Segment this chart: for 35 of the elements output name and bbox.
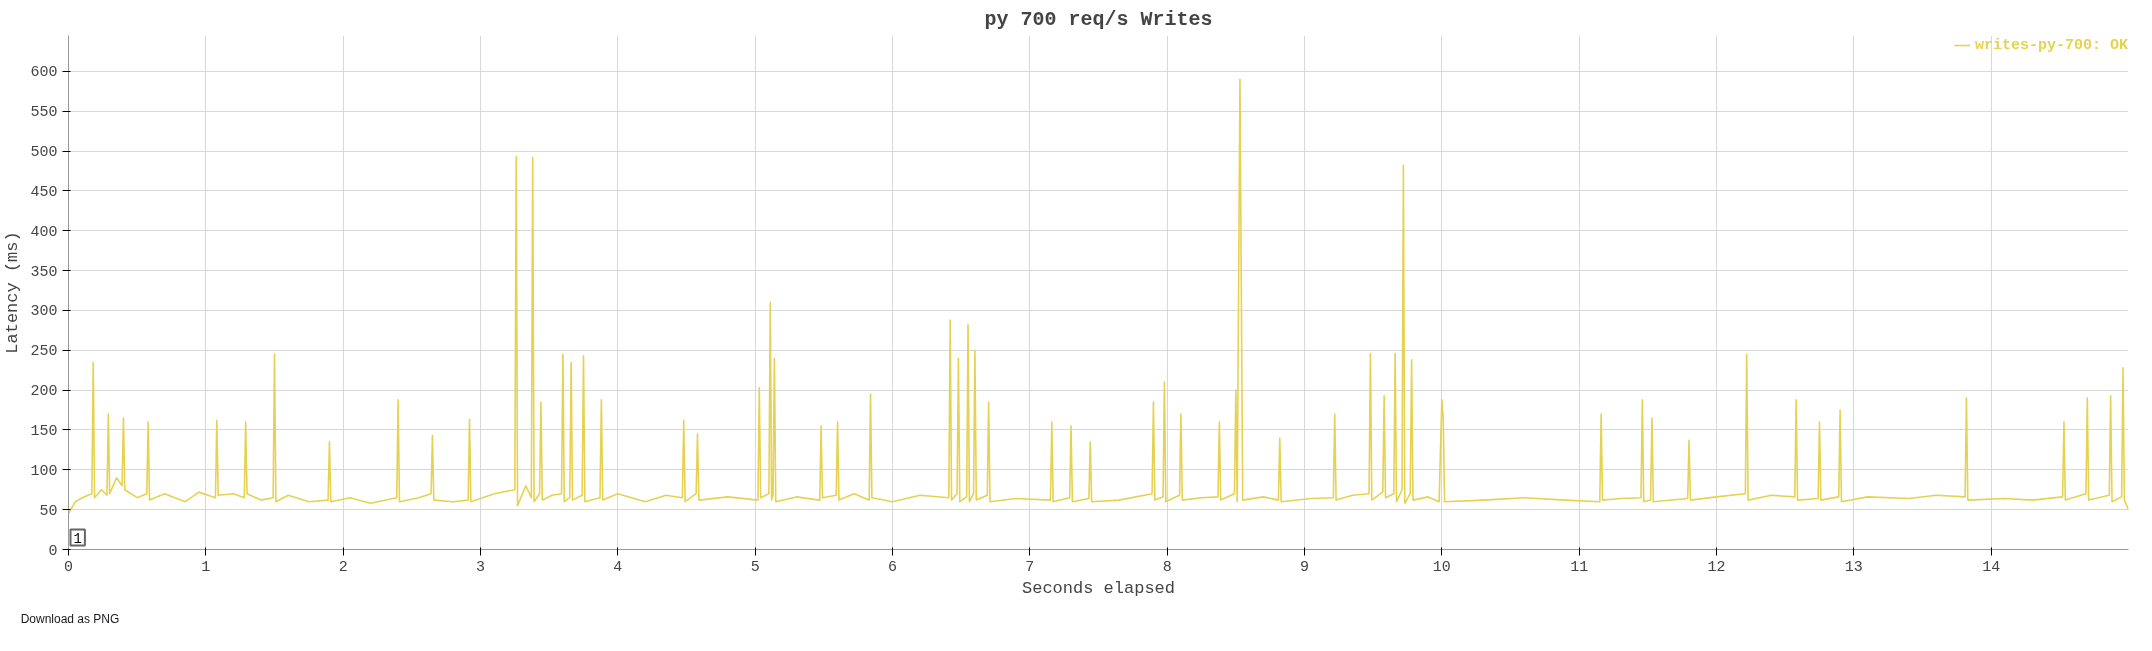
x-tick-label: 10	[1432, 558, 1451, 576]
chart-title: py 700 req/s Writes	[984, 7, 1213, 31]
x-tick-label: 9	[1300, 558, 1310, 576]
x-tick-label: 7	[1025, 558, 1035, 576]
x-tick-label: 5	[750, 558, 760, 576]
y-tick-label: 550	[30, 104, 58, 122]
y-tick-label: 200	[30, 383, 58, 401]
x-tick-label: 14	[1982, 558, 2001, 576]
y-tick-label: 150	[30, 422, 58, 440]
y-tick-label: 300	[30, 303, 58, 321]
x-tick-label: 11	[1570, 558, 1589, 576]
x-tick-label: 3	[476, 558, 486, 576]
x-axis-title: Seconds elapsed	[1021, 578, 1176, 598]
y-tick-label: 400	[30, 223, 58, 241]
x-tick-label: 0	[64, 558, 74, 576]
x-tick-label: 8	[1162, 558, 1172, 576]
y-tick-label: 350	[30, 263, 58, 281]
line-series	[68, 78, 2129, 515]
y-tick-label: 50	[39, 502, 58, 520]
x-tick-label: 13	[1844, 558, 1863, 576]
y-tick-label: 500	[30, 144, 58, 162]
x-tick-label: 12	[1707, 558, 1726, 576]
x-tick-label: 4	[613, 558, 623, 576]
y-axis-title: Latency (ms)	[3, 231, 23, 354]
x-tick-label: 6	[888, 558, 898, 576]
text: Download as PNG	[5, 605, 135, 633]
y-tick-label: 600	[30, 64, 58, 82]
y-tick-label: 0	[48, 542, 58, 560]
x-tick-label: 2	[338, 558, 348, 576]
y-tick-label: 100	[30, 462, 58, 480]
y-tick-label: 250	[30, 343, 58, 361]
legend-label: writes-py-700: OK	[1974, 36, 2128, 54]
y-tick-label: 450	[30, 183, 58, 201]
annotation: 1	[73, 530, 82, 547]
x-tick-label: 1	[201, 558, 211, 576]
